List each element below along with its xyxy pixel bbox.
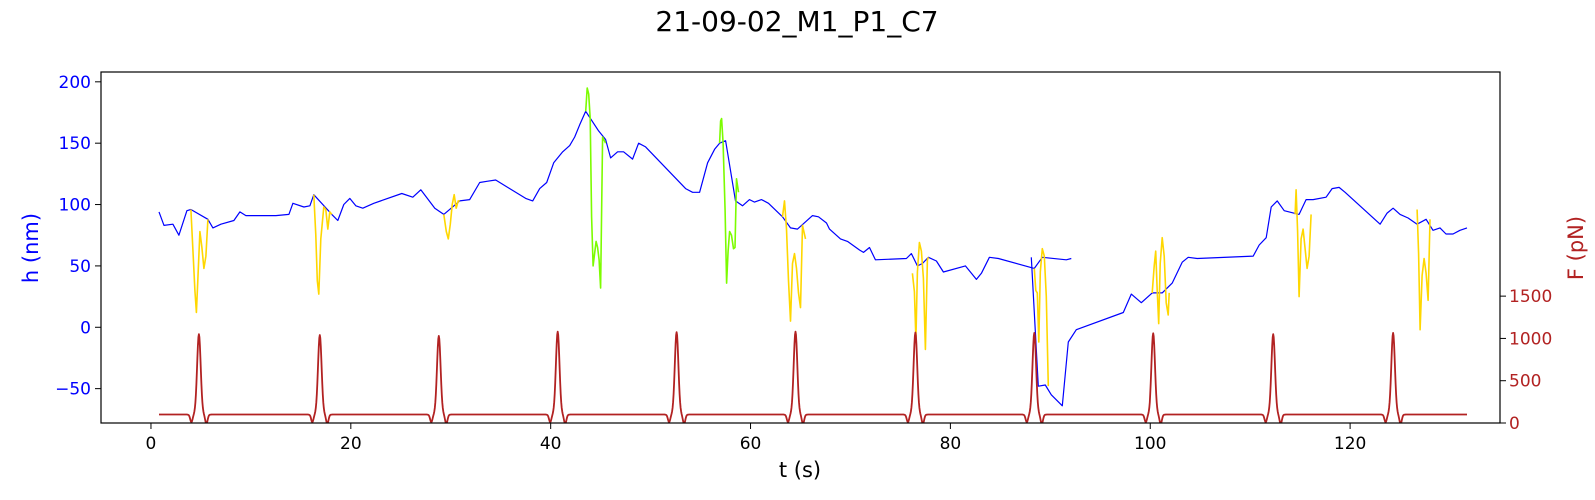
height-pulse-line bbox=[1294, 189, 1312, 298]
axes-frame bbox=[100, 71, 1501, 424]
y2-tick-label: 1000 bbox=[1509, 329, 1552, 349]
y-tick-label: 200 bbox=[59, 73, 91, 93]
y-tick-label: 50 bbox=[69, 257, 91, 277]
x-axis: 0 20 40 60 80 100 120 bbox=[146, 423, 1366, 454]
y2-tick-label: 1500 bbox=[1509, 287, 1552, 307]
chart-title: 21-09-02_M1_P1_C7 bbox=[655, 5, 938, 38]
height-pulse-line bbox=[718, 117, 740, 284]
x-tick-label: 120 bbox=[1334, 434, 1366, 454]
x-axis-label: t (s) bbox=[779, 458, 821, 482]
height-pulse-line bbox=[1033, 247, 1050, 387]
height-pulse-line bbox=[1151, 236, 1170, 325]
height-pulse-line bbox=[1416, 209, 1431, 331]
y-tick-label: 150 bbox=[59, 134, 91, 154]
y-axis: −50 0 50 100 150 200 bbox=[55, 73, 101, 400]
x-tick-label: 100 bbox=[1134, 434, 1166, 454]
y-axis-label: h (nm) bbox=[19, 213, 43, 283]
height-pulse-line bbox=[584, 87, 607, 289]
x-tick-label: 20 bbox=[340, 434, 362, 454]
x-tick-label: 0 bbox=[146, 434, 157, 454]
height-pulse-line bbox=[781, 200, 807, 322]
y2-tick-label: 500 bbox=[1509, 372, 1541, 392]
x-tick-label: 60 bbox=[740, 434, 762, 454]
height-pulse-line bbox=[190, 209, 209, 314]
height-line bbox=[158, 110, 1072, 280]
y2-tick-label: 0 bbox=[1509, 414, 1520, 434]
y2-axis: 0 500 1000 1500 bbox=[1500, 287, 1552, 434]
x-tick-label: 80 bbox=[940, 434, 962, 454]
x-tick-label: 40 bbox=[540, 434, 562, 454]
plot-area bbox=[158, 87, 1468, 423]
y-tick-label: 100 bbox=[59, 196, 91, 216]
height-line bbox=[1030, 186, 1468, 407]
y-tick-label: −50 bbox=[55, 380, 91, 400]
height-pulse-line bbox=[443, 193, 460, 240]
force-line bbox=[158, 330, 1468, 423]
y2-axis-label: F (pN) bbox=[1564, 216, 1588, 280]
height-pulse-line bbox=[313, 194, 333, 295]
y-tick-label: 0 bbox=[80, 318, 91, 338]
height-pulse-line bbox=[911, 241, 930, 351]
